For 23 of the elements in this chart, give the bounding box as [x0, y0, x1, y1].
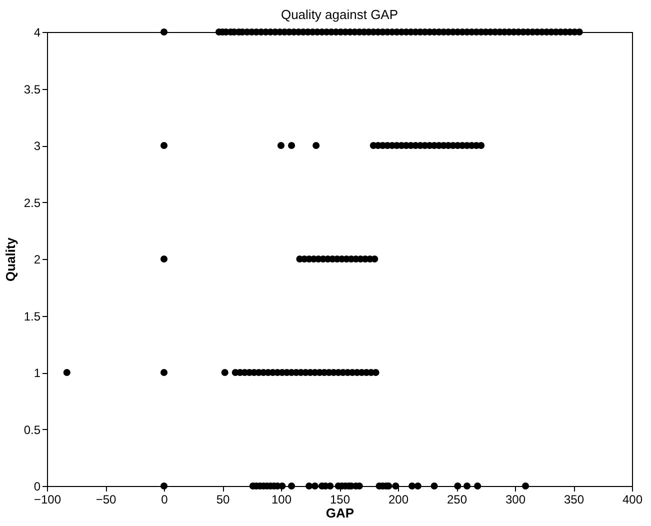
x-tick-label: 100 — [271, 492, 292, 506]
y-tick-label: 1 — [34, 366, 41, 380]
x-tick-label: 350 — [564, 492, 584, 506]
x-tick-label: 0 — [161, 492, 168, 506]
x-tick-label: −50 — [96, 492, 116, 506]
chart-title: Quality against GAP — [280, 7, 398, 22]
y-tick-label: 3 — [34, 139, 41, 153]
y-tick-label: 4 — [34, 26, 41, 40]
y-tick-label: 0 — [34, 480, 41, 494]
y-axis-title: Quality — [2, 236, 18, 282]
x-tick-label: 50 — [216, 492, 230, 506]
x-tick-label: −100 — [34, 492, 62, 506]
y-tick-label: 2 — [34, 252, 41, 266]
x-tick-label: 300 — [505, 492, 526, 506]
x-tick-label: 150 — [330, 492, 350, 506]
y-tick-label: 3.5 — [24, 82, 41, 96]
y-tick-label: 1.5 — [24, 309, 41, 324]
x-tick-label: 200 — [388, 492, 409, 506]
y-tick-label: 0.5 — [24, 422, 41, 437]
x-tick-label: 250 — [446, 492, 468, 506]
y-tick-label: 2.5 — [24, 196, 41, 210]
x-tick-label: 400 — [622, 492, 643, 506]
x-axis-title: GAP — [326, 506, 354, 520]
